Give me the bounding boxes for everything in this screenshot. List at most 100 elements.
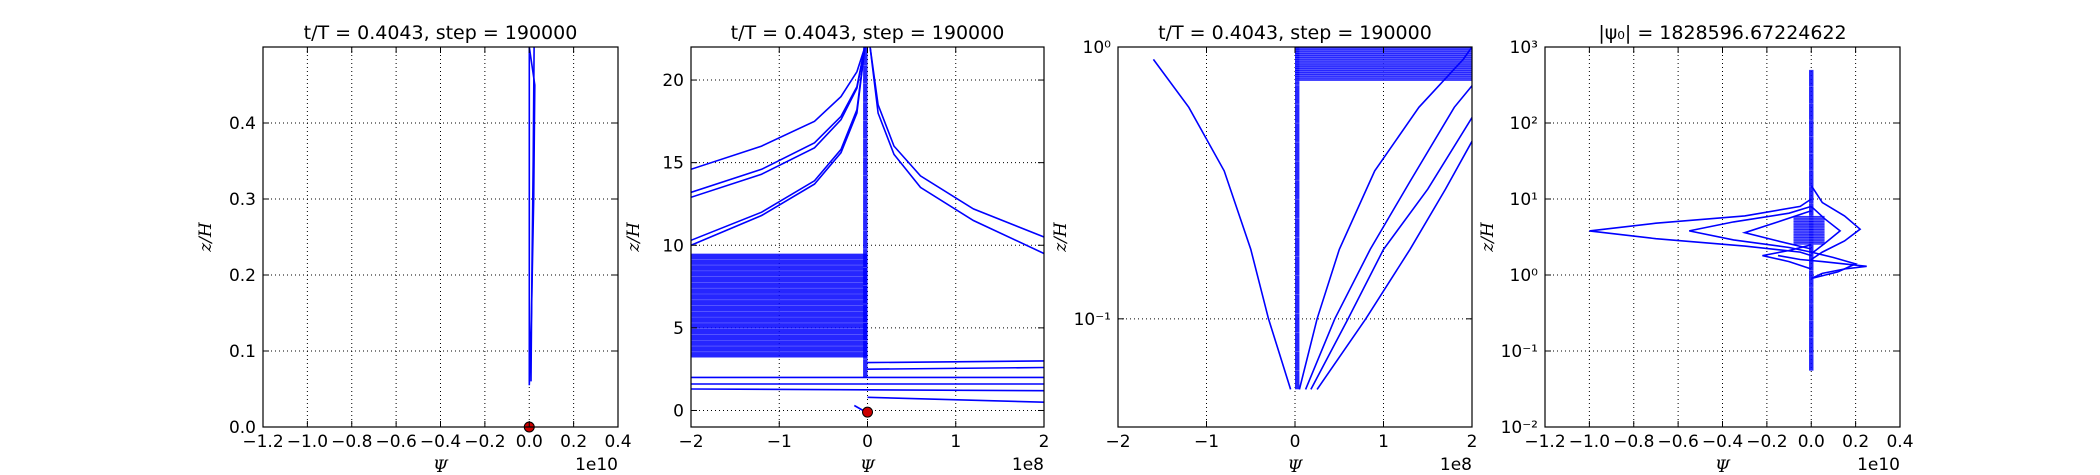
y-tick-label: 10¹	[1510, 190, 1538, 210]
plot-area	[1589, 69, 1867, 372]
x-tick-label: −0.6	[1657, 432, 1698, 452]
series-line-3	[1304, 85, 1472, 390]
series-line-1	[691, 47, 866, 171]
chart-title: t/T = 0.4043, step = 190000	[731, 22, 1005, 44]
y-tick-label: 10⁻¹	[1501, 342, 1538, 362]
y-axis-label: z/H	[196, 221, 216, 253]
x-axis-label: Ψ	[1715, 457, 1731, 475]
plot-area	[691, 47, 1044, 413]
x-tick-label: −2	[678, 432, 703, 452]
y-tick-label: 0.3	[229, 190, 256, 210]
y-tick-label: 10	[662, 236, 684, 256]
x-tick-label: −2	[1105, 432, 1130, 452]
series-line-3	[691, 47, 866, 199]
x-axis-multiplier: 1e8	[1440, 455, 1472, 475]
y-tick-label: 0.2	[229, 266, 256, 286]
series-line-7	[1811, 251, 1858, 280]
x-axis-multiplier: 1e10	[1857, 455, 1900, 475]
chart-title: t/T = 0.4043, step = 190000	[1158, 22, 1432, 44]
dense-line-band	[1793, 215, 1825, 245]
series-line-6	[1762, 244, 1812, 270]
x-tick-label: 2	[1467, 432, 1478, 452]
series-line-2	[1298, 47, 1472, 390]
series-line-8	[1777, 254, 1867, 280]
series-line-1	[1152, 58, 1292, 390]
x-tick-label: 0.4	[1886, 432, 1913, 452]
x-tick-label: −1	[767, 432, 792, 452]
x-tick-label: 0	[1290, 432, 1301, 452]
series-line-3	[1741, 210, 1812, 250]
y-tick-label: 10⁻²	[1501, 418, 1538, 438]
series-line-6	[869, 47, 1044, 238]
series-line-4	[1310, 117, 1472, 390]
chart-panel-4: −1.2 −1.0 −0.8 −0.6 −0.4 −0.2 0.0 0.2 0.4 10⁻² 10⁻…	[1478, 22, 1914, 475]
series-line-5	[1316, 140, 1472, 390]
chart-title: t/T = 0.4043, step = 190000	[304, 22, 578, 44]
y-tick-label: 15	[662, 154, 684, 174]
data-marker	[862, 406, 873, 418]
y-tick-label: 0.4	[229, 114, 256, 134]
dense-line-band	[691, 253, 868, 358]
series-line-2	[1689, 205, 1812, 253]
x-tick-label: −0.4	[1702, 432, 1743, 452]
series-line-4	[1810, 185, 1862, 261]
x-axis-multiplier: 1e8	[1012, 455, 1044, 475]
x-tick-label: 0.0	[1798, 432, 1825, 452]
x-tick-label: 1	[950, 432, 961, 452]
y-tick-label: 20	[662, 71, 684, 91]
y-axis-label: z/H	[624, 221, 644, 253]
x-tick-label: −0.4	[420, 432, 461, 452]
series-line-13	[867, 396, 1044, 403]
series-line-7	[869, 47, 1044, 255]
y-tick-label: 0.0	[229, 418, 256, 438]
series-line-4	[691, 47, 866, 242]
plot-area	[1152, 47, 1472, 390]
y-axis-label: z/H	[1478, 221, 1498, 253]
plot-area	[528, 47, 536, 386]
x-tick-label: −0.6	[375, 432, 416, 452]
x-tick-label: 0.0	[516, 432, 543, 452]
x-axis-multiplier: 1e10	[575, 455, 618, 475]
x-axis-label: Ψ	[433, 457, 449, 475]
x-tick-label: −1	[1194, 432, 1219, 452]
chart-title: |ψ₀| = 1828596.67224622	[1598, 22, 1846, 44]
y-tick-label: 10⁰	[1510, 266, 1539, 286]
x-tick-label: 1	[1378, 432, 1389, 452]
y-tick-label: 10²	[1510, 114, 1538, 134]
x-tick-label: −1.2	[1524, 432, 1565, 452]
x-tick-label: 0.4	[604, 432, 631, 452]
x-tick-label: 2	[1039, 432, 1050, 452]
x-axis-label: Ψ	[860, 457, 876, 475]
x-tick-label: 0.2	[1842, 432, 1869, 452]
dense-line-band	[863, 47, 868, 378]
dense-line-band	[1295, 47, 1300, 390]
x-tick-label: −0.2	[1746, 432, 1787, 452]
x-tick-label: 0	[862, 432, 873, 452]
y-tick-label: 0.1	[229, 342, 256, 362]
series-line-9	[867, 366, 1044, 370]
series-line-5	[691, 47, 866, 247]
series-line-2	[530, 47, 535, 382]
x-tick-label: −0.8	[331, 432, 372, 452]
x-tick-label: −0.2	[464, 432, 505, 452]
x-axis-label: Ψ	[1288, 457, 1304, 475]
x-tick-label: −0.8	[1613, 432, 1654, 452]
series-line-2	[691, 47, 866, 194]
series-line-8	[867, 360, 1044, 364]
y-tick-label: 5	[673, 319, 684, 339]
y-tick-label: 10⁻¹	[1074, 310, 1111, 330]
x-tick-label: −1.0	[287, 432, 328, 452]
series-line-1	[1589, 198, 1812, 257]
chart-panel-1: −1.2 −1.0 −0.8 −0.6 −0.4 −0.2 0.0 0.2 0.4 0.0 0.1 0…	[196, 22, 632, 475]
chart-panel-3: −2 −1 0 1 2 10⁻¹ 10⁰ t/T = 0.4043, step = 19000…	[1051, 22, 1477, 475]
x-tick-label: 0.2	[560, 432, 587, 452]
x-tick-label: −1.2	[242, 432, 283, 452]
y-tick-label: 10⁰	[1083, 38, 1112, 58]
y-tick-label: 10³	[1510, 38, 1538, 58]
x-tick-label: −1.0	[1569, 432, 1610, 452]
y-tick-label: 0	[673, 401, 684, 421]
series-line-5	[1810, 205, 1842, 255]
series-line-12	[691, 388, 1044, 392]
